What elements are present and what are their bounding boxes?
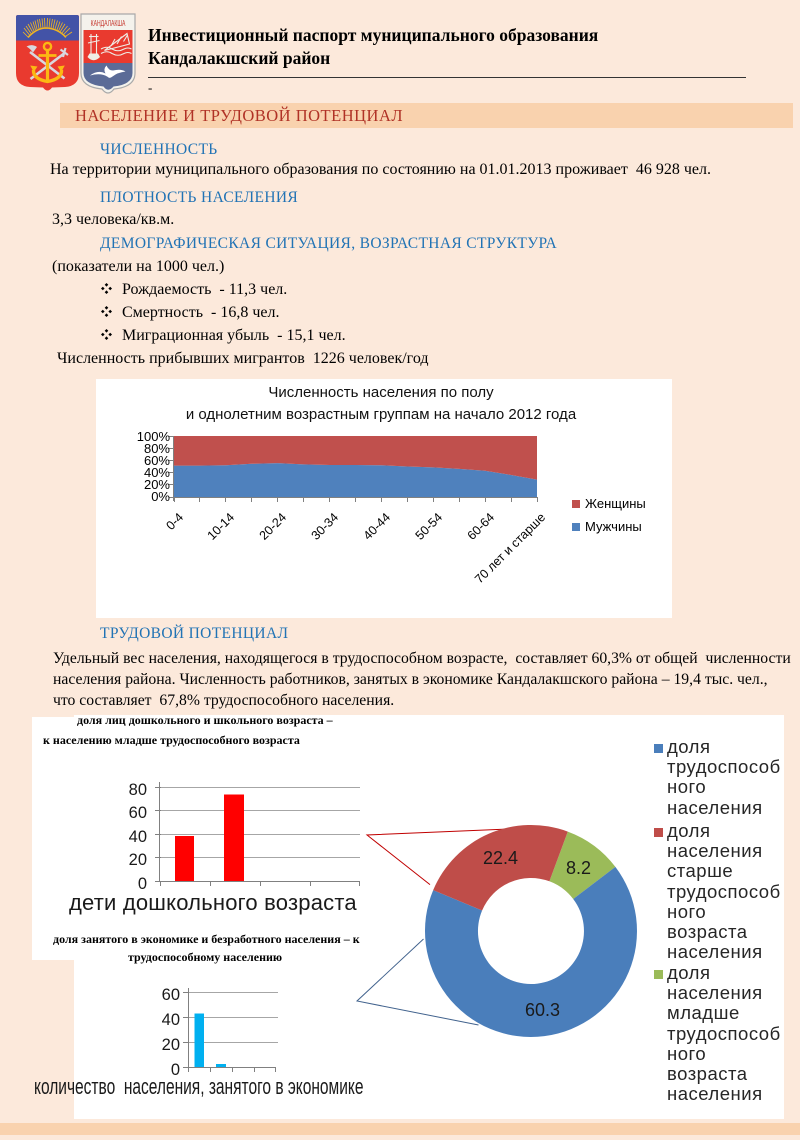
svg-text:30-34: 30-34	[309, 510, 342, 543]
svg-text:40-44: 40-44	[361, 510, 394, 543]
svg-text:0-4: 0-4	[163, 510, 186, 533]
svg-text:КАНДАЛАКША: КАНДАЛАКША	[91, 20, 126, 28]
svg-text:10-14: 10-14	[205, 510, 238, 543]
svg-text:0%: 0%	[151, 489, 170, 504]
svg-text:50-54: 50-54	[413, 510, 446, 543]
svg-text:20-24: 20-24	[257, 510, 290, 543]
svg-text:20%: 20%	[144, 477, 170, 492]
svg-text:60%: 60%	[144, 453, 170, 468]
svg-text:Мужчины: Мужчины	[585, 519, 642, 534]
svg-text:80%: 80%	[144, 441, 170, 456]
svg-text:60-64: 60-64	[465, 510, 498, 543]
svg-text:Женщины: Женщины	[585, 496, 646, 511]
svg-text:40%: 40%	[144, 465, 170, 480]
svg-text:100%: 100%	[137, 429, 171, 444]
